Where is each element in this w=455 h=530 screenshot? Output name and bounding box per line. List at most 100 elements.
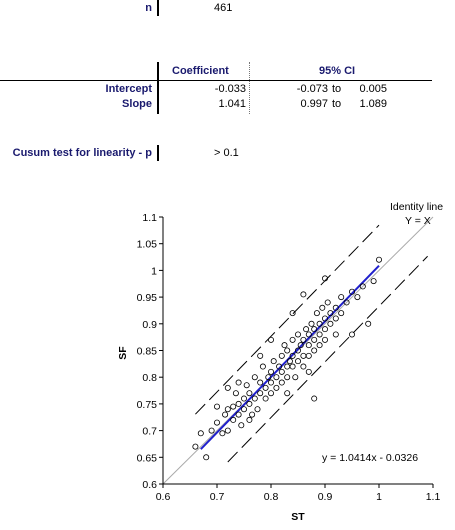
data-point [273,384,280,391]
data-point [327,310,334,317]
data-point [267,379,274,386]
data-point [321,315,328,322]
cusum-divider [157,145,159,161]
data-point [359,283,366,290]
row-ci-high-slope: 1.089 [359,98,387,110]
data-point [267,336,274,343]
data-point [338,310,345,317]
data-point [284,347,291,354]
data-point [292,374,299,381]
data-point [208,427,215,434]
data-point [278,379,285,386]
data-point [316,320,323,327]
data-point [257,352,264,359]
data-point [235,411,242,418]
data-point [257,379,264,386]
data-point [249,411,256,418]
data-point [203,454,210,461]
data-point [348,288,355,295]
data-point [281,342,288,349]
data-point [308,320,315,327]
data-point [319,304,326,311]
data-point [251,395,258,402]
data-point [222,411,229,418]
data-point [289,352,296,359]
data-point [311,326,318,333]
cusum-value: > 0.1 [214,147,239,159]
table-dotted-divider [249,62,250,114]
data-point [305,331,312,338]
data-point [251,374,258,381]
x-tick-label: 0.8 [264,491,279,503]
data-point [294,358,301,365]
y-axis-title: SF [117,346,129,360]
x-axis-title: ST [291,511,305,523]
data-point [224,427,231,434]
data-point [284,363,291,370]
data-point [300,352,307,359]
cusum-label: Cusum test for linearity - p [12,147,152,159]
y-tick-label: 0.6 [142,479,157,491]
y-tick-label: 1 [151,265,157,277]
y-tick-label: 0.7 [142,426,157,438]
data-point [332,315,339,322]
data-point [321,275,328,282]
data-point [311,336,318,343]
data-point [305,368,312,375]
data-point [197,430,204,437]
y-tick-label: 0.85 [137,346,158,358]
data-point [270,358,277,365]
data-point [246,390,253,397]
data-point [327,320,334,327]
data-point [246,400,253,407]
data-point [265,374,272,381]
data-point [278,352,285,359]
data-point [262,395,269,402]
y-tick-label: 0.65 [137,452,158,464]
data-point [213,403,220,410]
y-tick-label: 0.75 [137,399,158,411]
data-point [321,336,328,343]
x-tick-label: 0.7 [210,491,225,503]
row-ci-low-slope: 0.997 [300,98,328,110]
data-point [332,331,339,338]
data-point [267,390,274,397]
data-point [219,430,226,437]
data-point [267,368,274,375]
data-point [316,342,323,349]
data-point [300,336,307,343]
data-point [305,352,312,359]
data-point [224,384,231,391]
data-point [316,331,323,338]
data-point [300,363,307,370]
data-point [289,363,296,370]
data-point [238,422,245,429]
table-divider [157,62,159,114]
lower-limit-line [227,255,428,463]
data-point [278,368,285,375]
data-point [276,363,283,370]
data-point [289,336,296,343]
data-point [240,406,247,413]
data-point [313,310,320,317]
data-point [259,363,266,370]
n-label: n [145,2,152,14]
upper-limit-line [195,224,380,415]
data-point [243,382,250,389]
data-point [303,326,310,333]
data-point [192,443,199,450]
row-ci-low-intercept: -0.073 [296,83,328,95]
data-point [297,342,304,349]
data-point [273,374,280,381]
data-point [246,416,253,423]
data-point [365,320,372,327]
x-tick-label: 1.1 [426,491,441,503]
y-tick-label: 1.1 [142,212,157,224]
data-point [343,299,350,306]
y-tick-label: 0.9 [142,319,157,331]
regression-equation: y = 1.0414x - 0.0326 [322,452,418,464]
data-point [354,294,361,301]
data-point [375,256,382,263]
data-point [284,390,291,397]
data-point [235,379,242,386]
